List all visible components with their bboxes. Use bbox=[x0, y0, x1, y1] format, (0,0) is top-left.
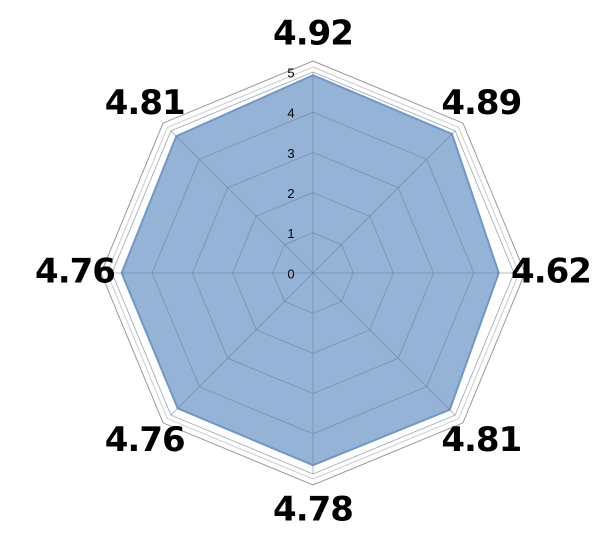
y-tick-label: 0 bbox=[287, 266, 294, 281]
data-label: 4.92 bbox=[273, 14, 353, 54]
y-tick-label: 2 bbox=[287, 186, 294, 201]
y-tick-label: 4 bbox=[287, 106, 294, 121]
data-label: 4.76 bbox=[105, 420, 185, 460]
spoke bbox=[312, 272, 456, 416]
spoke bbox=[170, 130, 314, 274]
data-label: 4.81 bbox=[105, 83, 185, 123]
y-tick-label: 1 bbox=[287, 226, 294, 241]
data-label: 4.76 bbox=[35, 252, 115, 292]
y-tick-label: 3 bbox=[287, 146, 294, 161]
data-label: 4.81 bbox=[441, 420, 521, 460]
spoke bbox=[312, 130, 456, 274]
data-label: 4.62 bbox=[511, 252, 591, 292]
y-tick-label: 5 bbox=[287, 65, 294, 80]
data-label: 4.89 bbox=[441, 83, 521, 123]
spoke bbox=[170, 272, 314, 416]
data-label: 4.78 bbox=[273, 490, 353, 530]
